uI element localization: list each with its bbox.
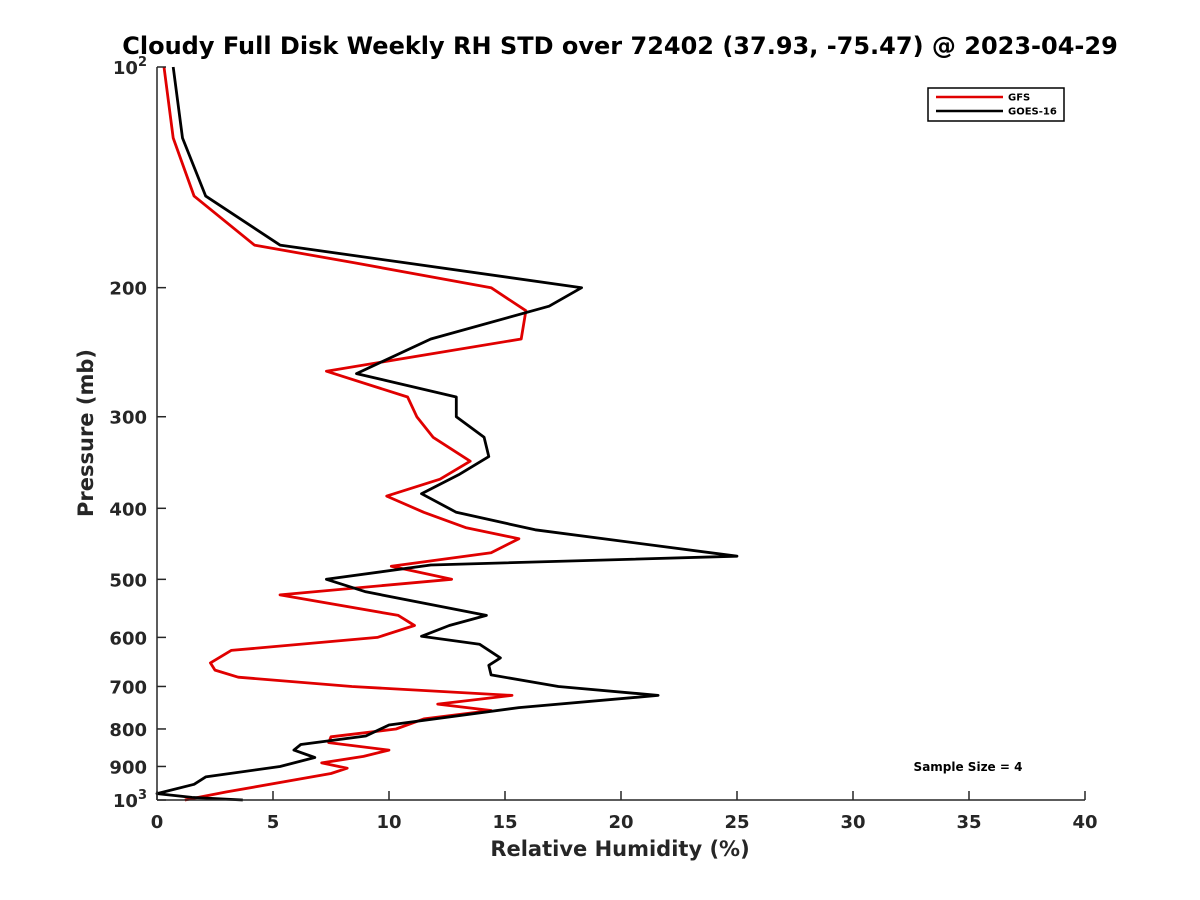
y-tick-label: 102 (113, 55, 147, 79)
y-tick-label: 300 (109, 408, 147, 429)
x-tick-label: 25 (724, 812, 749, 833)
series-line-goes16 (155, 66, 739, 802)
y-tick-label: 200 (109, 279, 147, 300)
x-tick-label: 40 (1072, 812, 1097, 833)
x-tick-label: 0 (151, 812, 164, 833)
x-tick-label: 35 (956, 812, 981, 833)
y-tick-label: 800 (109, 720, 147, 741)
legend-label-gfs: GFS (1008, 93, 1030, 104)
y-tick-label: 600 (109, 628, 147, 649)
y-axis-label: Pressure (mb) (74, 349, 98, 517)
series-layer (155, 66, 739, 802)
y-tick-label: 900 (109, 757, 147, 778)
y-tick-label: 103 (113, 788, 147, 812)
y-tick-label: 700 (109, 677, 147, 698)
chart-title: Cloudy Full Disk Weekly RH STD over 7240… (122, 32, 1118, 60)
axes-layer: 0 5 10 15 20 25 30 35 40 102 200 300 400 500 600 700 800… (109, 55, 1097, 833)
legend-box (927, 87, 1065, 122)
legend-label-goes16: GOES-16 (1008, 107, 1057, 118)
x-tick-label: 20 (608, 812, 633, 833)
x-axis-label: Relative Humidity (%) (490, 837, 749, 861)
x-tick-label: 5 (267, 812, 280, 833)
x-tick-label: 30 (840, 812, 865, 833)
x-tick-label: 10 (376, 812, 401, 833)
sample-size-annotation: Sample Size = 4 (914, 760, 1023, 774)
y-tick-label: 400 (109, 499, 147, 520)
legend: GFS GOES-16 (927, 87, 1065, 122)
y-tick-label: 500 (109, 570, 147, 591)
x-tick-label: 15 (492, 812, 517, 833)
